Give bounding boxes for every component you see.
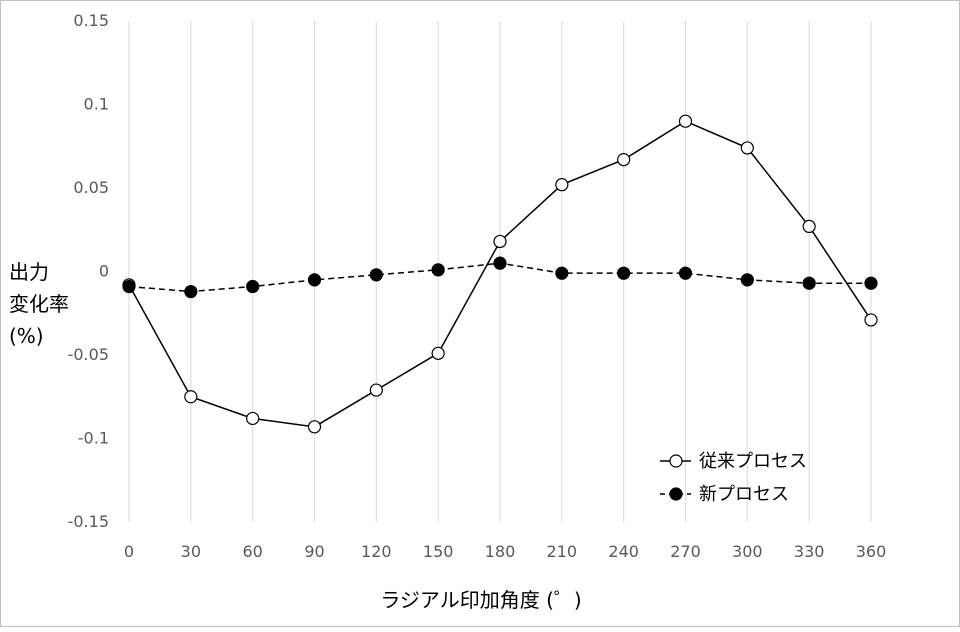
data-point-conventional xyxy=(369,383,383,397)
y-axis-title-line-2: 変化率 xyxy=(9,292,69,316)
legend-label-new: 新プロセス xyxy=(699,484,789,505)
data-point-new xyxy=(740,273,754,287)
x-tick-label: 180 xyxy=(485,542,516,561)
x-tick-label: 210 xyxy=(547,542,578,561)
y-tick-label: -0.15 xyxy=(68,512,109,531)
data-point-conventional xyxy=(431,346,445,360)
data-point-new xyxy=(246,279,260,294)
x-tick-labels: 0 30 60 90 120 150 180 210 240 270 300 330 360 xyxy=(124,542,886,561)
data-point-new xyxy=(369,268,383,282)
data-point-new xyxy=(864,276,878,290)
y-tick-label: 0.05 xyxy=(73,178,109,197)
y-tick-labels: 0.15 0.1 0.05 0 -0.05 -0.1 -0.15 xyxy=(68,11,109,531)
legend-item-new: 新プロセス xyxy=(660,484,789,505)
data-point-conventional xyxy=(864,313,878,327)
x-tick-label: 0 xyxy=(124,542,134,561)
data-point-new xyxy=(122,279,136,294)
data-point-new xyxy=(493,256,507,270)
x-tick-label: 330 xyxy=(794,542,825,561)
x-tick-label: 150 xyxy=(423,542,454,561)
data-point-new xyxy=(802,276,816,290)
data-point-new xyxy=(617,266,631,280)
x-tick-label: 300 xyxy=(732,542,763,561)
data-point-new xyxy=(431,263,445,277)
y-tick-label: -0.05 xyxy=(68,345,109,364)
x-tick-label: 270 xyxy=(670,542,701,561)
x-tick-label: 240 xyxy=(608,542,639,561)
y-tick-label: 0.1 xyxy=(84,95,109,114)
data-point-conventional xyxy=(555,178,569,192)
data-point-new xyxy=(678,266,693,280)
legend-label-conventional: 従来プロセス xyxy=(699,451,807,472)
data-point-conventional xyxy=(184,390,198,404)
x-tick-label: 60 xyxy=(242,542,262,561)
data-point-conventional xyxy=(678,114,693,128)
x-axis-title: ラジアル印加角度 (゜) xyxy=(380,588,581,612)
y-axis-title-line-1: 出力 xyxy=(9,260,49,284)
legend-marker-filled-circle xyxy=(669,487,683,501)
data-point-new xyxy=(184,284,198,299)
data-point-conventional xyxy=(740,141,754,155)
y-tick-label: 0.15 xyxy=(73,11,109,30)
y-axis-title-line-3: (%) xyxy=(9,324,44,348)
legend-item-conventional: 従来プロセス xyxy=(660,451,807,472)
y-tick-label: 0 xyxy=(99,262,109,281)
data-point-conventional xyxy=(493,234,507,249)
data-series xyxy=(122,114,878,434)
legend-marker-open-circle xyxy=(669,454,683,468)
data-point-conventional xyxy=(246,411,260,426)
x-tick-label: 90 xyxy=(304,542,324,561)
data-point-conventional xyxy=(802,219,816,234)
data-point-new xyxy=(555,266,569,280)
grid-lines xyxy=(128,21,872,522)
y-tick-label: -0.1 xyxy=(78,429,109,448)
data-point-conventional xyxy=(307,420,322,434)
data-point-conventional xyxy=(617,153,631,167)
data-point-new xyxy=(307,273,322,287)
y-axis-title: 出力 変化率 (%) xyxy=(9,260,69,348)
x-tick-label: 360 xyxy=(856,542,887,561)
x-tick-label: 30 xyxy=(181,542,201,561)
x-tick-label: 120 xyxy=(361,542,392,561)
legend: 従来プロセス 新プロセス xyxy=(660,451,807,505)
